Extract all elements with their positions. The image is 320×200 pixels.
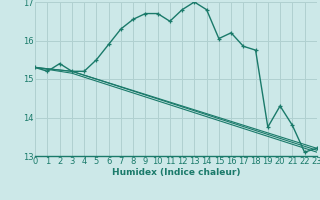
X-axis label: Humidex (Indice chaleur): Humidex (Indice chaleur) [112,168,240,177]
